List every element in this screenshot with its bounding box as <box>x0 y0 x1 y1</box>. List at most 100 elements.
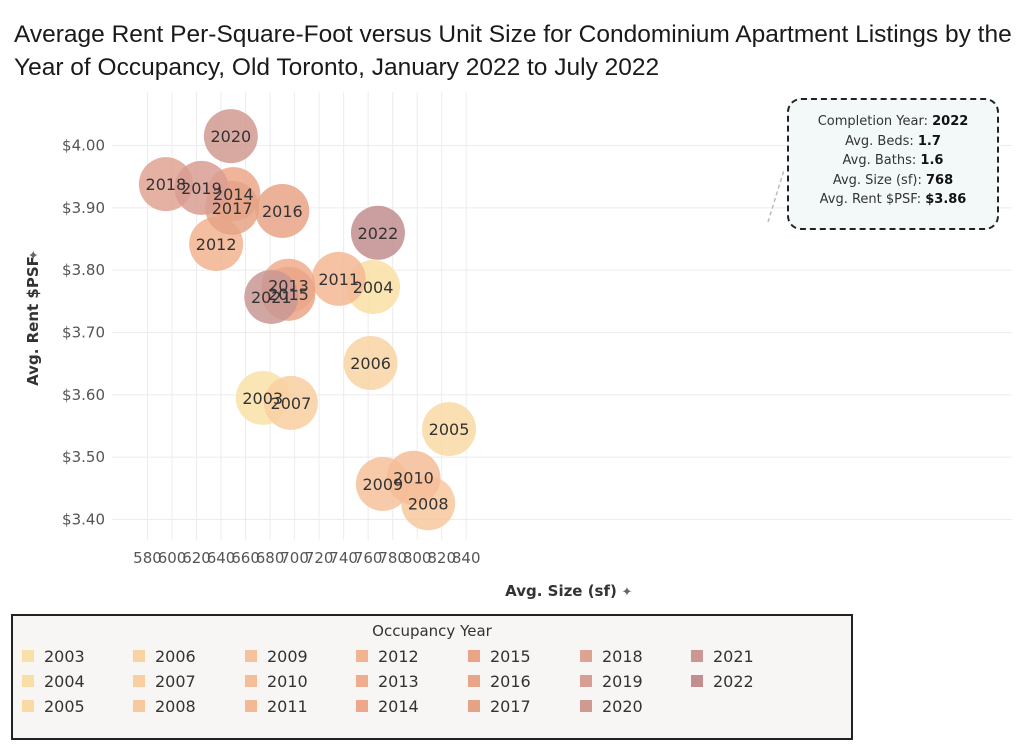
pin-icon: ✦ <box>622 584 633 599</box>
x-tick-label: 840 <box>452 549 481 567</box>
legend-label: 2008 <box>155 696 196 716</box>
legend-item-2017[interactable]: 2017 <box>468 695 531 717</box>
tooltip-beds-row: Avg. Beds: 1.7 <box>845 133 941 149</box>
legend-item-2022[interactable]: 2022 <box>691 670 754 692</box>
legend-item-2012[interactable]: 2012 <box>356 645 419 667</box>
legend-label: 2020 <box>602 696 643 716</box>
legend-swatch <box>580 675 592 687</box>
tooltip-size-row: Avg. Size (sf): 768 <box>832 172 954 188</box>
legend-swatch <box>468 675 480 687</box>
legend-item-2008[interactable]: 2008 <box>133 695 196 717</box>
legend-item-2019[interactable]: 2019 <box>580 670 643 692</box>
x-tick-label: 680 <box>256 549 285 567</box>
x-tick-label: 820 <box>427 549 456 567</box>
y-tick-label: $3.40 <box>62 510 105 528</box>
legend-label: 2019 <box>602 671 643 691</box>
legend-item-2007[interactable]: 2007 <box>133 670 196 692</box>
tooltip-rent-row: Avg. Rent $PSF: $3.86 <box>819 192 967 207</box>
legend-swatch <box>133 675 145 687</box>
legend-item-2021[interactable]: 2021 <box>691 645 754 667</box>
legend-swatch <box>245 700 257 712</box>
bubble-label-2017: 2017 <box>212 199 253 218</box>
legend-item-2010[interactable]: 2010 <box>245 670 308 692</box>
legend-item-2015[interactable]: 2015 <box>468 645 531 667</box>
legend-label: 2005 <box>44 696 85 716</box>
x-tick-label: 600 <box>158 549 187 567</box>
y-tick-label: $3.80 <box>62 261 105 279</box>
bubble-label-2008: 2008 <box>408 494 449 513</box>
bubble-label-2013: 2013 <box>268 277 309 296</box>
bubble-label-2006: 2006 <box>350 354 391 373</box>
legend-label: 2007 <box>155 671 196 691</box>
legend-swatch <box>22 675 34 687</box>
x-tick-label: 660 <box>231 549 260 567</box>
y-tick-label: $3.70 <box>62 323 105 341</box>
legend-item-2009[interactable]: 2009 <box>245 645 308 667</box>
axes: 5806006206406606807007207407607808008208… <box>62 137 480 568</box>
x-tick-label: 640 <box>207 549 236 567</box>
y-tick-label: $3.90 <box>62 199 105 217</box>
legend-item-2011[interactable]: 2011 <box>245 695 308 717</box>
y-tick-label: $4.00 <box>62 137 105 155</box>
legend-swatch <box>245 675 257 687</box>
legend-item-2006[interactable]: 2006 <box>133 645 196 667</box>
bubble-label-2018: 2018 <box>146 175 187 194</box>
tooltip-year-row: Completion Year: 2022 <box>817 114 969 129</box>
x-tick-label: 760 <box>354 549 383 567</box>
tooltip-leader-line <box>767 169 785 223</box>
bubble-2010 <box>386 450 441 505</box>
bubble-2021 <box>244 269 299 324</box>
y-tick-label: $3.60 <box>62 386 105 404</box>
tooltip-baths-row: Avg. Baths: 1.6 <box>842 153 944 168</box>
legend-swatch <box>133 650 145 662</box>
legend-item-2005[interactable]: 2005 <box>22 695 85 717</box>
bubble-label-2010: 2010 <box>393 469 434 488</box>
y-axis-title: Avg. Rent $PSF ✦ <box>24 249 42 385</box>
legend-item-2014[interactable]: 2014 <box>356 695 419 717</box>
legend-item-2018[interactable]: 2018 <box>580 645 643 667</box>
x-tick-label: 720 <box>305 549 334 567</box>
tooltip: Completion Year: 2022 Avg. Beds: 1.7 Avg… <box>787 98 999 230</box>
bubble-label-2016: 2016 <box>262 202 303 221</box>
bubble-label-2015: 2015 <box>268 285 309 304</box>
bubble-2022 <box>350 205 405 260</box>
legend-swatch <box>356 700 368 712</box>
bubble-label-2007: 2007 <box>271 394 312 413</box>
legend-item-2016[interactable]: 2016 <box>468 670 531 692</box>
legend-item-2003[interactable]: 2003 <box>22 645 85 667</box>
legend-item-2020[interactable]: 2020 <box>580 695 643 717</box>
bubble-label-2020: 2020 <box>210 127 251 146</box>
bubble-2006 <box>343 336 398 391</box>
bubble-2020 <box>203 109 258 164</box>
x-tick-label: 620 <box>182 549 211 567</box>
bubble-2019 <box>174 160 229 215</box>
legend-label: 2011 <box>267 696 308 716</box>
bubble-label-2011: 2011 <box>318 270 359 289</box>
bubble-label-2009: 2009 <box>362 475 403 494</box>
y-axis-label: Avg. Rent $PSF <box>24 256 42 386</box>
scatter-chart: 5806006206406606807007207407607808008208… <box>24 92 1012 600</box>
legend: Occupancy Year 2003 2004 2005 2006 2007 2008 2… <box>11 614 853 740</box>
legend-swatch <box>245 650 257 662</box>
legend-item-2013[interactable]: 2013 <box>356 670 419 692</box>
legend-item-2004[interactable]: 2004 <box>22 670 85 692</box>
legend-label: 2016 <box>490 671 531 691</box>
legend-swatch <box>691 675 703 687</box>
legend-swatch <box>22 700 34 712</box>
legend-swatch <box>468 700 480 712</box>
legend-label: 2017 <box>490 696 531 716</box>
bubble-label-2003: 2003 <box>242 389 283 408</box>
bubble-2005 <box>422 402 477 457</box>
x-tick-label: 700 <box>280 549 309 567</box>
legend-swatch <box>691 650 703 662</box>
x-axis-title: Avg. Size (sf) ✦ <box>505 582 632 600</box>
bubble-label-2012: 2012 <box>196 235 237 254</box>
legend-label: 2009 <box>267 646 308 666</box>
legend-label: 2010 <box>267 671 308 691</box>
legend-swatch <box>580 650 592 662</box>
legend-label: 2018 <box>602 646 643 666</box>
chart-title: Average Rent Per-Square-Foot versus Unit… <box>14 21 1012 81</box>
x-axis-label: Avg. Size (sf) <box>505 582 617 600</box>
legend-swatch <box>580 700 592 712</box>
